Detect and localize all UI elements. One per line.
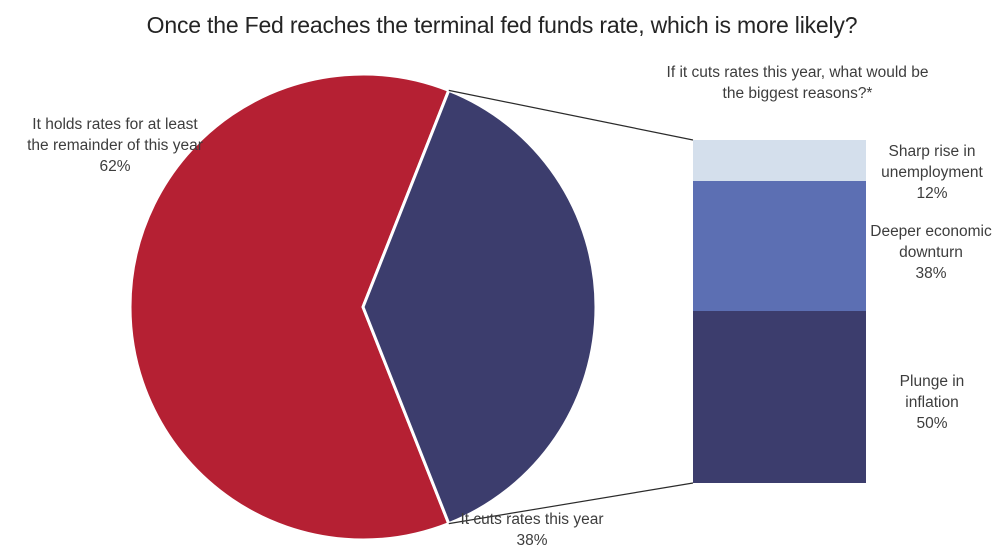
bar-label-downturn: Deeper economic downturn 38% bbox=[858, 221, 1004, 284]
bar-label-downturn-line1: Deeper economic bbox=[870, 223, 992, 240]
pie-label-cuts-line1: It cuts rates this year bbox=[460, 511, 604, 528]
connector-line-top bbox=[448, 89, 694, 141]
chart-title: Once the Fed reaches the terminal fed fu… bbox=[146, 12, 858, 38]
bar-label-inflation-line1: Plunge in bbox=[899, 373, 965, 390]
bar-subtitle-line1: If it cuts rates this year, what would b… bbox=[666, 64, 929, 81]
bar-segment-downturn bbox=[693, 181, 866, 312]
bar-label-unemployment: Sharp rise in unemployment 12% bbox=[862, 141, 1002, 204]
bar-label-inflation-line2: inflation bbox=[905, 394, 959, 411]
stacked-bar-column bbox=[693, 140, 866, 483]
bar-value-unemployment: 12% bbox=[916, 185, 948, 202]
bar-value-downturn: 38% bbox=[915, 265, 947, 282]
pie-label-holds-line1: It holds rates for at least bbox=[32, 116, 198, 133]
pie-value-cuts: 38% bbox=[516, 532, 548, 549]
connector-line-bottom bbox=[448, 482, 694, 525]
pie-label-holds-rates: It holds rates for at least the remainde… bbox=[12, 114, 218, 177]
bar-subtitle-line2: the biggest reasons?* bbox=[722, 85, 873, 102]
bar-label-unemployment-line2: unemployment bbox=[881, 164, 983, 181]
bar-label-downturn-line2: downturn bbox=[899, 244, 963, 261]
bar-segment-inflation bbox=[693, 311, 866, 483]
pie-slice-cuts-rates bbox=[361, 88, 598, 526]
bar-label-unemployment-line1: Sharp rise in bbox=[888, 143, 976, 160]
pie-label-holds-line2: the remainder of this year bbox=[27, 137, 203, 154]
bar-label-inflation: Plunge in inflation 50% bbox=[862, 371, 1002, 434]
pie-slice-holds-rates bbox=[128, 72, 451, 542]
bar-value-inflation: 50% bbox=[916, 415, 948, 432]
bar-segment-unemployment bbox=[693, 140, 866, 182]
pie-label-cuts-rates: It cuts rates this year 38% bbox=[447, 509, 617, 551]
bar-chart-subtitle: If it cuts rates this year, what would b… bbox=[625, 62, 970, 104]
pie-value-holds: 62% bbox=[99, 158, 131, 175]
